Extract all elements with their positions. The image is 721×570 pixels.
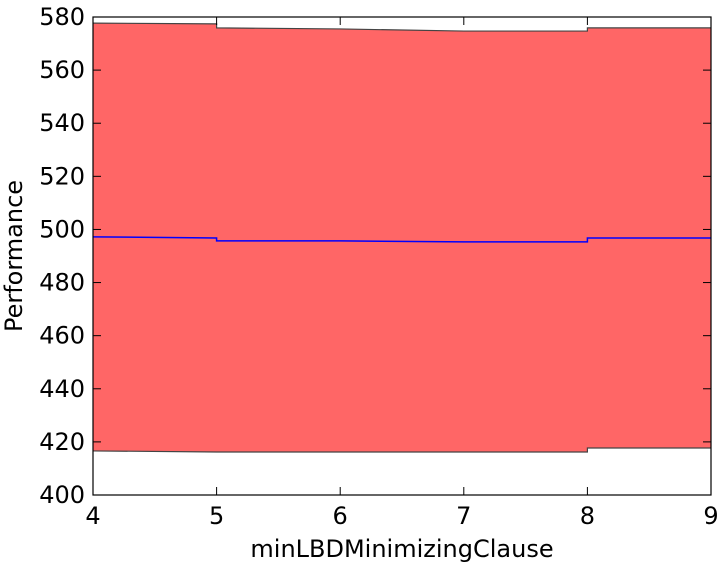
x-tick-label: 6: [333, 502, 348, 530]
y-tick-label: 560: [39, 56, 85, 84]
x-tick-label: 7: [456, 502, 471, 530]
x-tick-label: 5: [209, 502, 224, 530]
y-axis-label: Performance: [0, 180, 28, 332]
x-tick-label: 4: [85, 502, 100, 530]
x-axis-label: minLBDMinimizingClause: [250, 535, 553, 563]
y-tick-label: 520: [39, 162, 85, 190]
mean-line: [92, 236, 711, 243]
y-tick-label: 420: [39, 428, 85, 456]
x-tick-label: 9: [703, 502, 718, 530]
y-tick-label: 580: [39, 3, 85, 31]
y-tick-label: 480: [39, 269, 85, 297]
y-tick-label: 400: [39, 481, 85, 509]
y-tick-label: 440: [39, 375, 85, 403]
band-lower: [92, 447, 711, 453]
y-tick-label: 500: [39, 215, 85, 243]
x-tick-label: 8: [580, 502, 595, 530]
band-area: [93, 23, 711, 452]
y-tick-label: 540: [39, 109, 85, 137]
y-tick-label: 460: [39, 322, 85, 350]
plot-frame: [92, 16, 712, 496]
